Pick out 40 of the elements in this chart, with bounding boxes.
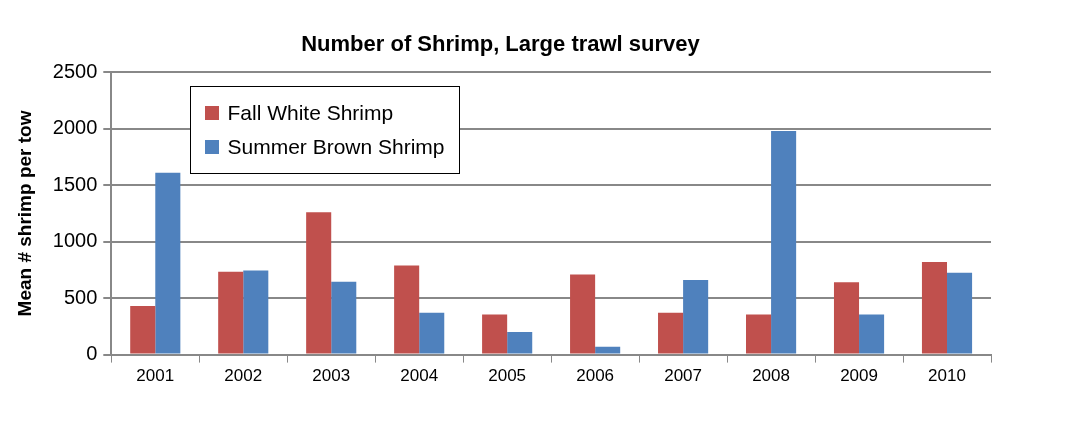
bar [306,212,332,354]
bar [746,314,772,354]
x-tick-label: 2006 [576,366,615,386]
x-tick-label: 2003 [312,366,351,386]
bar [683,280,709,354]
bar [771,131,797,354]
bar [570,274,596,354]
y-tick-label: 2000 [52,116,98,139]
x-tick-label: 2001 [136,366,175,386]
y-tick-label: 1000 [52,229,98,252]
y-axis-title: Mean # shrimp per tow [13,110,35,317]
bar [218,271,244,354]
bar [482,314,508,354]
x-tick-label: 2010 [928,366,966,386]
bar [859,314,885,354]
y-tick-label: 0 [86,342,98,365]
y-tick-label: 500 [63,285,98,308]
y-tick-label: 2500 [52,59,98,82]
chart-title: Number of Shrimp, Large trawl survey [301,31,701,57]
bar [394,265,420,354]
x-tick-label: 2009 [840,366,878,386]
bar [595,346,621,354]
bar [833,282,860,354]
bar [921,262,948,354]
legend-label: Summer Brown Shrimp [227,135,445,160]
x-tick-label: 2002 [224,366,263,386]
bar [658,312,684,354]
x-tick-label: 2005 [488,366,527,386]
bar [419,312,445,354]
bar [243,270,269,354]
bar [947,272,973,354]
x-tick-label: 2007 [664,366,703,386]
bar [507,332,533,354]
bar [331,281,357,354]
bar [155,172,181,354]
legend-label: Fall White Shrimp [227,101,394,126]
x-tick-label: 2004 [400,366,439,386]
x-tick-label: 2008 [752,366,790,386]
bar [130,306,156,354]
y-tick-label: 1500 [52,172,98,195]
